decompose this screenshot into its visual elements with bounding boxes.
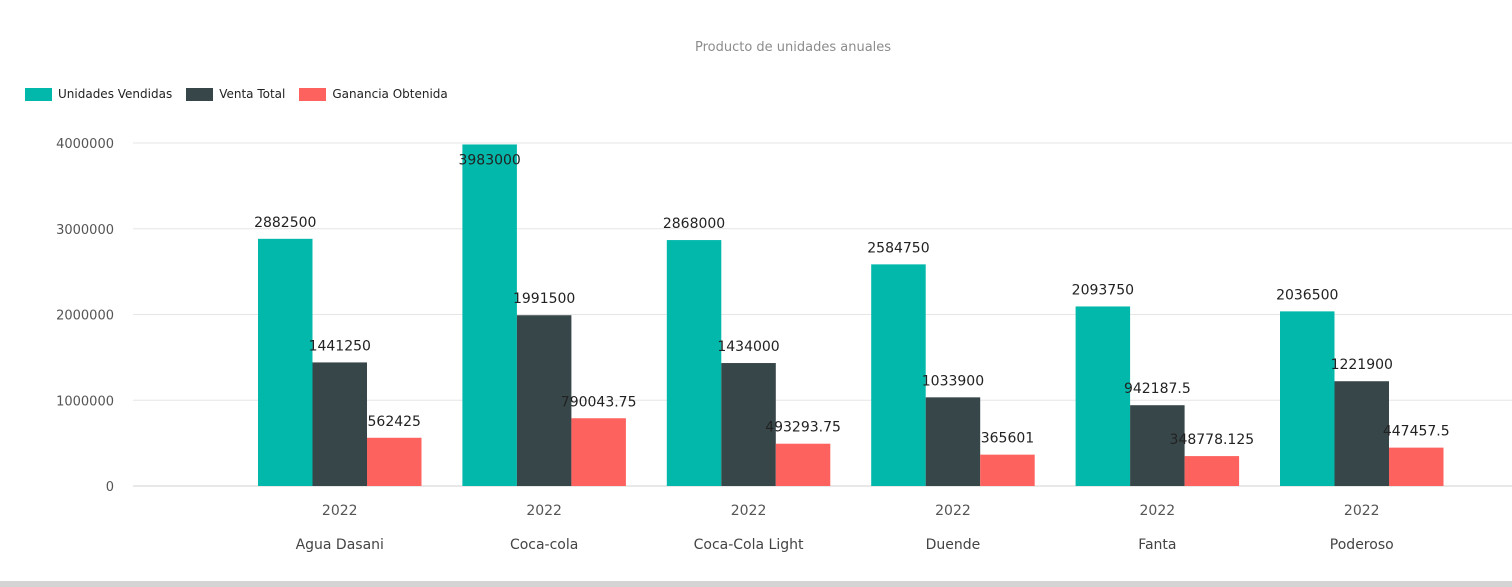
legend-label-profit: Ganancia Obtenida <box>332 87 448 101</box>
data-label: 1221900 <box>1331 357 1393 373</box>
x-subcategory-label: 2022 <box>322 503 358 519</box>
bar <box>258 238 313 486</box>
data-label: 2584750 <box>867 240 929 256</box>
x-category-label: Agua Dasani <box>296 537 384 553</box>
data-label: 2882500 <box>254 215 316 231</box>
bar <box>1184 456 1240 486</box>
legend-label-units-sold: Unidades Vendidas <box>58 87 173 101</box>
bar <box>666 240 722 486</box>
bar <box>980 454 1035 486</box>
data-label: 1441250 <box>309 338 371 354</box>
bar <box>871 264 926 486</box>
data-label: 3983000 <box>458 152 520 168</box>
bar <box>1389 447 1444 486</box>
data-label: 447457.5 <box>1383 424 1450 440</box>
legend-label-total-sales: Venta Total <box>219 87 286 101</box>
x-category-label: Duende <box>926 537 981 553</box>
data-label: 562425 <box>368 414 421 430</box>
legend-item-profit[interactable]: Ganancia Obtenida <box>299 87 448 101</box>
y-tick-label: 2000000 <box>56 309 114 324</box>
data-label: 365601 <box>981 431 1034 447</box>
legend-item-total-sales[interactable]: Venta Total <box>186 87 285 101</box>
bar <box>775 443 831 486</box>
x-subcategory-label: 2022 <box>731 503 767 519</box>
legend-swatch-profit <box>299 87 327 101</box>
data-label: 790043.75 <box>561 394 637 410</box>
y-tick-label: 3000000 <box>56 223 114 238</box>
data-label: 2036500 <box>1276 287 1338 303</box>
legend-swatch-units-sold <box>25 87 52 101</box>
bar <box>1280 311 1335 486</box>
x-subcategory-label: 2022 <box>1344 503 1380 519</box>
bar <box>462 144 517 486</box>
data-label: 348778.125 <box>1170 432 1255 448</box>
data-label: 942187.5 <box>1124 381 1191 397</box>
y-tick-label: 0 <box>106 480 114 495</box>
x-category-label: Poderoso <box>1330 537 1394 553</box>
bar <box>312 362 367 486</box>
data-label: 493293.75 <box>765 420 841 436</box>
x-subcategory-label: 2022 <box>526 503 562 519</box>
legend-swatch-total-sales <box>186 87 214 101</box>
data-label: 2093750 <box>1072 282 1134 298</box>
bar <box>1075 306 1131 486</box>
bar <box>925 397 981 486</box>
chart-title: Producto de unidades anuales <box>694 40 892 55</box>
data-label: 1991500 <box>513 291 575 307</box>
x-subcategory-label: 2022 <box>1140 503 1176 519</box>
bar <box>516 315 572 486</box>
bar <box>721 363 776 486</box>
bottom-scrollbar-track <box>0 581 1512 587</box>
data-label: 2868000 <box>663 216 725 232</box>
x-category-label: Fanta <box>1138 537 1176 553</box>
x-category-label: Coca-cola <box>510 537 578 553</box>
legend-item-units-sold[interactable]: Unidades Vendidas <box>25 87 172 101</box>
y-tick-label: 4000000 <box>56 137 114 152</box>
x-subcategory-label: 2022 <box>935 503 971 519</box>
bar <box>571 418 626 486</box>
bar <box>367 437 422 486</box>
y-tick-label: 1000000 <box>56 394 114 409</box>
x-category-label: Coca-Cola Light <box>694 537 804 553</box>
bar <box>1334 381 1389 486</box>
bar <box>1130 405 1185 486</box>
data-label: 1434000 <box>717 339 779 355</box>
legend: Unidades Vendidas Venta Total Ganancia O… <box>25 87 462 101</box>
data-label: 1033900 <box>922 373 984 389</box>
